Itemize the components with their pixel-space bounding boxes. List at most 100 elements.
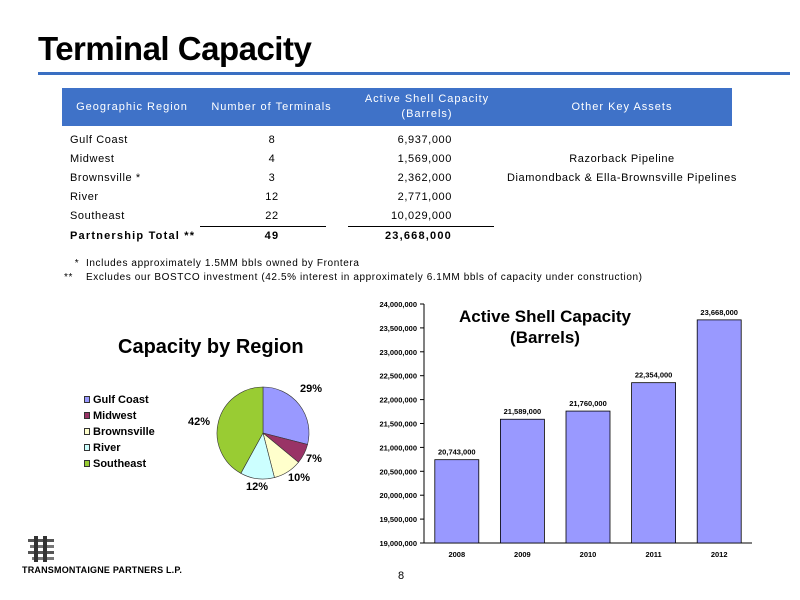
assets-cell: Diamondback & Ella-Brownsville Pipelines [506, 172, 738, 184]
region-cell: Brownsville * [70, 172, 141, 184]
company-logo-icon [28, 536, 54, 562]
footnote-2-text: Excludes our BOSTCO investment (42.5% in… [86, 272, 643, 283]
legend-label: River [93, 442, 121, 454]
legend-item: Brownsville [84, 424, 155, 440]
capacity-cell: 6,937,000 [397, 134, 452, 146]
table-row: River 12 2,771,000 [62, 189, 732, 207]
capacity-cell: 1,569,000 [397, 153, 452, 165]
footnote-1-text: Includes approximately 1.5MM bbls owned … [86, 258, 360, 269]
x-tick-label: 2009 [514, 550, 531, 559]
terminals-cell: 12 [265, 191, 279, 203]
pie-slice-label: 10% [288, 472, 310, 484]
total-rule-capacity [348, 226, 494, 227]
region-cell: Southeast [70, 210, 125, 222]
y-tick-label: 21,000,000 [379, 443, 417, 452]
terminals-cell: 3 [268, 172, 276, 184]
pie-legend: Gulf Coast Midwest Brownsville River Southea… [84, 392, 155, 472]
legend-swatch [84, 412, 90, 419]
region-cell: River [70, 191, 99, 203]
bar [631, 382, 676, 544]
header-terminals: Number of Terminals [211, 101, 332, 113]
total-rule-terminals [200, 226, 326, 227]
legend-item: Midwest [84, 408, 155, 424]
bar [565, 410, 611, 544]
y-tick-label: 24,000,000 [379, 300, 417, 309]
legend-label: Gulf Coast [93, 394, 149, 406]
capacity-cell: 10,029,000 [390, 210, 452, 222]
header-assets: Other Key Assets [571, 101, 673, 113]
x-tick-label: 2011 [645, 550, 661, 559]
capacity-cell: 2,362,000 [397, 172, 452, 184]
pie-slice [262, 386, 310, 445]
legend-label: Midwest [93, 410, 137, 422]
pie-slice-label: 12% [246, 481, 268, 493]
header-region: Geographic Region [76, 101, 188, 113]
assets-cell: Razorback Pipeline [569, 153, 675, 165]
title-rule [38, 72, 790, 75]
bar-chart-title-line1: Active Shell Capacity [459, 307, 632, 326]
x-tick-label: 2008 [448, 550, 465, 559]
bar-value-label: 23,668,000 [700, 308, 738, 317]
pie-slice-label: 7% [306, 453, 322, 465]
legend-item: River [84, 440, 155, 456]
y-tick-label: 19,000,000 [379, 539, 417, 548]
footnote-1-marker: * [74, 258, 80, 269]
legend-swatch [84, 428, 90, 435]
bar-value-label: 22,354,000 [635, 371, 673, 380]
y-tick-label: 21,500,000 [379, 420, 417, 429]
bar [434, 459, 480, 544]
region-cell: Midwest [70, 153, 115, 165]
bar-value-label: 21,589,000 [504, 407, 542, 416]
y-tick-label: 19,500,000 [379, 515, 417, 524]
total-terminals: 49 [264, 230, 280, 242]
y-tick-label: 20,500,000 [379, 467, 417, 476]
bar-value-label: 20,743,000 [438, 448, 476, 457]
pie-slice [216, 386, 264, 474]
bar [499, 418, 545, 544]
legend-swatch [84, 444, 90, 451]
table-header: Geographic Region Number of Terminals Ac… [62, 88, 732, 126]
pie-slice-label: 42% [188, 416, 210, 428]
x-tick-label: 2012 [711, 550, 728, 559]
page-title: Terminal Capacity [38, 30, 312, 67]
footnote-2-marker: ** [64, 272, 73, 283]
footnote-1: * Includes approximately 1.5MM bbls owned… [68, 258, 360, 269]
legend-label: Southeast [93, 458, 147, 470]
legend-label: Brownsville [93, 426, 155, 438]
region-cell: Gulf Coast [70, 134, 128, 146]
page-number: 8 [398, 570, 405, 582]
pie-chart-title: Capacity by Region [118, 336, 304, 358]
y-tick-label: 20,000,000 [379, 491, 417, 500]
header-capacity: Active Shell Capacity (Barrels) [342, 92, 512, 122]
table-row: Midwest 4 1,569,000 Razorback Pipeline [62, 151, 732, 169]
header-capacity-line1: Active Shell Capacity [364, 93, 490, 105]
header-capacity-line2: (Barrels) [401, 108, 453, 120]
terminals-cell: 4 [268, 153, 276, 165]
bar-chart-title-line2: (Barrels) [510, 328, 580, 347]
legend-item: Southeast [84, 456, 155, 472]
pie-slice-label: 29% [300, 383, 322, 395]
total-label: Partnership Total ** [70, 230, 196, 242]
y-tick-label: 23,500,000 [379, 324, 417, 333]
y-tick-label: 22,500,000 [379, 372, 417, 381]
table-row: Brownsville * 3 2,362,000 Diamondback & Ell… [62, 170, 736, 188]
table-row: Southeast 22 10,029,000 [62, 208, 732, 226]
y-tick-label: 23,000,000 [379, 348, 417, 357]
footnote-2: ** Excludes our BOSTCO investment (42.5% … [64, 272, 643, 283]
table-row: Gulf Coast 8 6,937,000 [62, 132, 732, 150]
legend-swatch [84, 460, 90, 467]
bar-value-label: 21,760,000 [569, 399, 607, 408]
legend-item: Gulf Coast [84, 392, 155, 408]
terminals-cell: 22 [265, 210, 279, 222]
capacity-cell: 2,771,000 [397, 191, 452, 203]
bar [696, 319, 742, 544]
total-row: Partnership Total ** 49 23,668,000 [62, 228, 732, 246]
total-capacity: 23,668,000 [384, 230, 452, 242]
terminals-cell: 8 [268, 134, 276, 146]
y-tick-label: 22,000,000 [379, 396, 417, 405]
company-name: TRANSMONTAIGNE PARTNERS L.P. [22, 565, 183, 575]
legend-swatch [84, 396, 90, 403]
x-tick-label: 2010 [580, 550, 597, 559]
